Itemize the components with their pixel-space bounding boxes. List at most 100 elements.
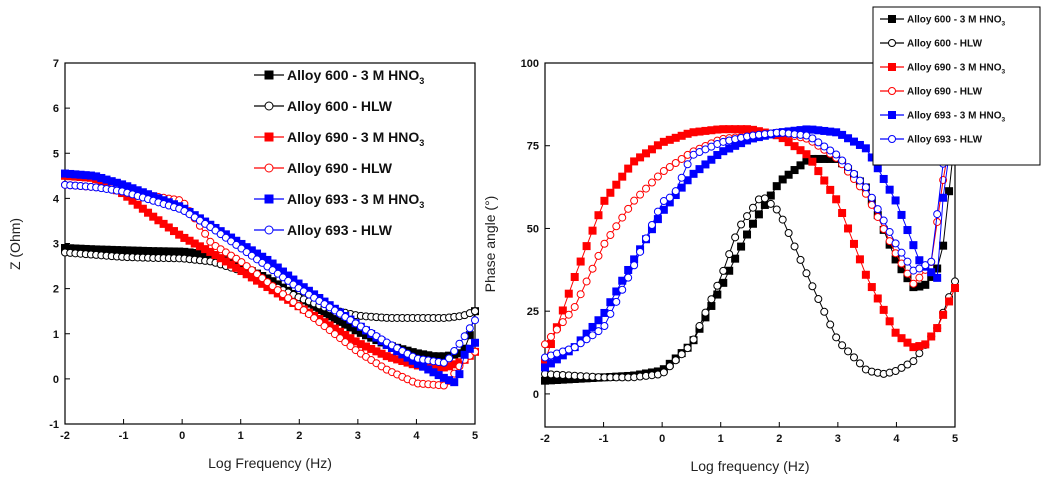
data-point (600, 239, 609, 248)
data-point (671, 187, 680, 196)
x-ticks-right: -2 -1 0 1 2 3 4 5 (540, 422, 958, 445)
data-point (945, 297, 954, 306)
data-point (346, 342, 355, 351)
data-point (541, 340, 549, 349)
x-tick-label: 2 (776, 433, 782, 445)
data-point (310, 314, 319, 323)
data-point (273, 286, 282, 295)
data-point (546, 359, 555, 368)
data-point (576, 290, 585, 299)
data-point (471, 307, 479, 316)
data-point (855, 176, 864, 185)
data-point (237, 258, 246, 267)
series-right (541, 98, 959, 385)
series-2 (541, 194, 959, 382)
data-point (630, 261, 639, 270)
data-point (784, 170, 793, 179)
data-point (760, 194, 769, 203)
data-point (933, 210, 942, 219)
data-point (289, 298, 298, 307)
data-point (796, 161, 805, 170)
data-point (618, 285, 627, 294)
data-point (242, 262, 251, 271)
legend-right: Alloy 600 - 3 M HNO3 Alloy 600 - HLW Alloy… (880, 15, 1005, 146)
data-point (849, 169, 858, 178)
legend-label: Alloy 690 - 3 M HNO3 (907, 63, 1005, 76)
data-point (951, 277, 959, 286)
data-point (612, 297, 621, 306)
data-point (299, 306, 308, 315)
data-point (713, 281, 722, 290)
data-point (465, 344, 474, 353)
data-point (330, 330, 339, 339)
data-point (891, 328, 900, 337)
data-point (784, 229, 793, 238)
data-point (885, 317, 894, 326)
legend-label: Alloy 693 - HLW (907, 135, 983, 146)
y-tick-label: 2 (53, 284, 59, 296)
legend-label: Alloy 600 - HLW (287, 98, 393, 114)
data-point (796, 146, 805, 155)
data-point (439, 358, 448, 367)
data-point (879, 305, 888, 314)
data-point (743, 230, 752, 239)
data-point (320, 322, 329, 331)
legend-left: Alloy 600 - 3 M HNO3 Alloy 600 - HLW Alloy… (254, 67, 424, 238)
data-point (844, 347, 853, 356)
data-point (683, 344, 692, 353)
data-point (766, 199, 775, 208)
data-point (201, 229, 210, 238)
data-point (743, 212, 752, 221)
data-point (814, 167, 823, 176)
data-point (268, 282, 277, 291)
data-point (808, 157, 817, 166)
data-point (814, 138, 823, 147)
x-tick-label: 1 (238, 430, 244, 442)
data-point (263, 278, 272, 287)
data-point (558, 318, 567, 327)
data-point (689, 169, 698, 178)
data-point (879, 216, 888, 225)
data-point (642, 184, 651, 193)
legend-marker (264, 225, 274, 235)
y-tick-label: 7 (53, 58, 59, 70)
data-point (630, 196, 639, 205)
data-point (725, 250, 734, 259)
y-ticks-right: 0 25 50 75 100 (521, 58, 550, 401)
data-point (247, 266, 256, 275)
data-point (909, 279, 918, 288)
data-point (921, 261, 930, 270)
y-tick-label: 25 (527, 306, 539, 318)
data-point (582, 277, 591, 286)
data-point (624, 204, 633, 213)
data-point (541, 363, 549, 372)
data-point (945, 187, 954, 196)
data-point (867, 283, 876, 292)
data-point (659, 167, 668, 176)
data-point (636, 190, 645, 199)
data-point (778, 215, 787, 224)
x-tick-label: 3 (355, 430, 361, 442)
y-tick-label: 1 (53, 329, 59, 341)
data-point (784, 138, 793, 147)
data-point (647, 221, 656, 230)
data-point (606, 309, 615, 318)
data-point (933, 217, 942, 226)
data-point (897, 334, 906, 343)
data-point (909, 241, 918, 250)
data-point (659, 197, 668, 206)
data-point (612, 222, 621, 231)
data-point (576, 339, 585, 348)
data-point (927, 257, 936, 266)
data-point (844, 163, 853, 172)
data-point (903, 257, 912, 266)
data-point (294, 302, 303, 311)
y-axis-title-left: Z (Ohm) (7, 218, 23, 270)
x-tick-label: 0 (179, 430, 185, 442)
data-point (636, 247, 645, 256)
data-point (826, 320, 835, 329)
data-point (689, 335, 698, 344)
series-3 (541, 125, 959, 365)
series-5 (541, 108, 959, 372)
